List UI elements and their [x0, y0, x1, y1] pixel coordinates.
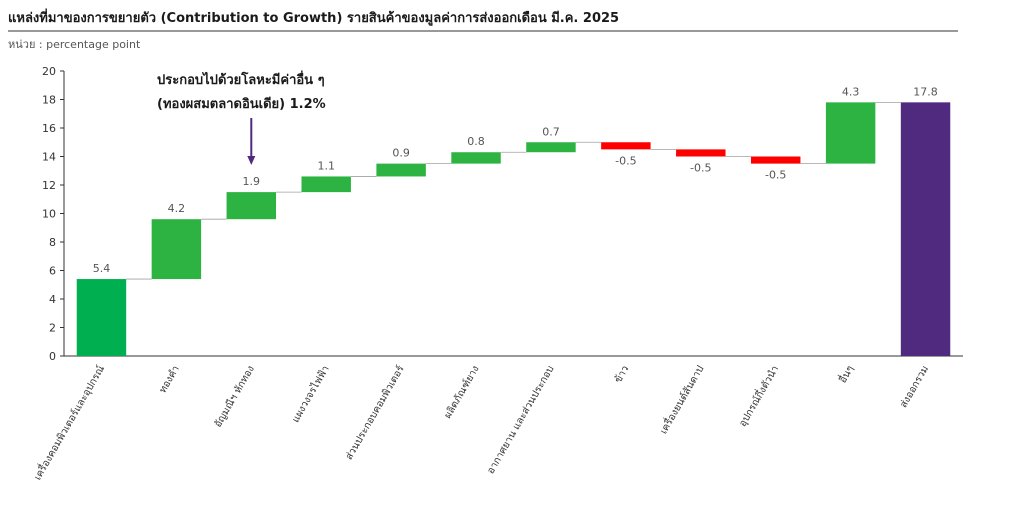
bar-6	[526, 142, 576, 153]
y-tick-label-4: 8	[49, 236, 56, 249]
data-label-1: 4.2	[168, 202, 186, 215]
data-label-8: -0.5	[690, 162, 711, 175]
y-tick-label-9: 18	[42, 94, 56, 107]
data-label-11: 17.8	[913, 85, 938, 98]
bar-10	[825, 102, 876, 164]
annotation-line-2: (ทองผสมตลาดอินเดีย) 1.2%	[157, 96, 326, 112]
category-label-4: ส่วนประกอบคอมพิวเตอร์	[343, 363, 407, 462]
connector-lines	[126, 101, 901, 280]
data-label-4: 0.9	[392, 147, 410, 160]
annotation-arrow-head	[247, 156, 256, 165]
data-label-3: 1.1	[317, 159, 335, 172]
annotation-arrow-icon	[247, 118, 256, 165]
category-label-5: ผลิตภัณฑ์ยาง	[442, 363, 482, 420]
bar-5	[451, 152, 501, 164]
y-tick-label-6: 12	[42, 179, 56, 192]
y-axis: 0 2 4 6 8 10 12 14 16 18 20	[42, 65, 963, 363]
data-label-7: -0.5	[615, 154, 636, 167]
category-label-0: เครื่องคอมพิวเตอร์และอุปกรณ์	[30, 363, 107, 483]
y-tick-label-3: 6	[49, 265, 56, 278]
bar-11	[900, 102, 951, 356]
data-label-5: 0.8	[467, 135, 485, 148]
category-label-7: ข้าว	[612, 364, 631, 386]
data-label-9: -0.5	[765, 169, 786, 182]
y-tick-label-8: 16	[42, 122, 56, 135]
data-label-0: 5.4	[93, 262, 111, 275]
unit-label: หน่วย : percentage point	[8, 38, 141, 51]
y-tick-label-0: 0	[49, 350, 56, 363]
bars	[76, 102, 951, 356]
y-tick-label-10: 20	[42, 65, 56, 78]
category-label-9: อุปกรณ์กึ่งตัวนำ	[735, 363, 781, 429]
bar-0	[76, 279, 127, 356]
category-label-11: ส่งออกรวม	[898, 364, 931, 410]
category-label-1: ทองคำ	[158, 364, 182, 395]
bar-3	[301, 176, 351, 193]
bar-7	[601, 142, 651, 150]
annotation: ประกอบไปด้วยโลหะมีค่าอื่น ๆ (ทองผสมตลาดอ…	[157, 70, 326, 165]
bar-2	[226, 192, 277, 220]
bar-4	[376, 163, 426, 177]
data-label-6: 0.7	[542, 125, 560, 138]
y-tick-label-1: 2	[49, 322, 56, 335]
chart-title: แหล่งที่มาของการขยายตัว (Contribution to…	[8, 8, 619, 26]
category-label-10: อื่นๆ	[835, 363, 856, 386]
bar-1	[151, 219, 202, 280]
category-label-6: อากาศยาน และส่วนประกอบ	[485, 364, 556, 476]
category-label-8: เครื่องยนต์สันดาป	[656, 363, 707, 437]
data-label-2: 1.9	[243, 175, 261, 188]
annotation-line-1: ประกอบไปด้วยโลหะมีค่าอื่น ๆ	[157, 70, 325, 88]
bar-8	[676, 149, 726, 157]
category-label-2: อัญมณีฯ หักทอง	[212, 363, 257, 429]
category-label-3: แผงวงจรไฟฟ้า	[290, 364, 332, 425]
y-tick-label-5: 10	[42, 208, 56, 221]
y-tick-label-7: 14	[42, 151, 56, 164]
data-labels: 5.4 4.2 1.9 1.1 0.9 0.8 0.7 -0.5 -0.5 -0.5 4.3 17.8	[93, 85, 938, 275]
bar-9	[750, 156, 801, 164]
data-label-10: 4.3	[842, 85, 860, 98]
category-labels: เครื่องคอมพิวเตอร์และอุปกรณ์ ทองคำ อัญมณีฯ…	[30, 363, 931, 483]
y-tick-label-2: 4	[49, 293, 56, 306]
